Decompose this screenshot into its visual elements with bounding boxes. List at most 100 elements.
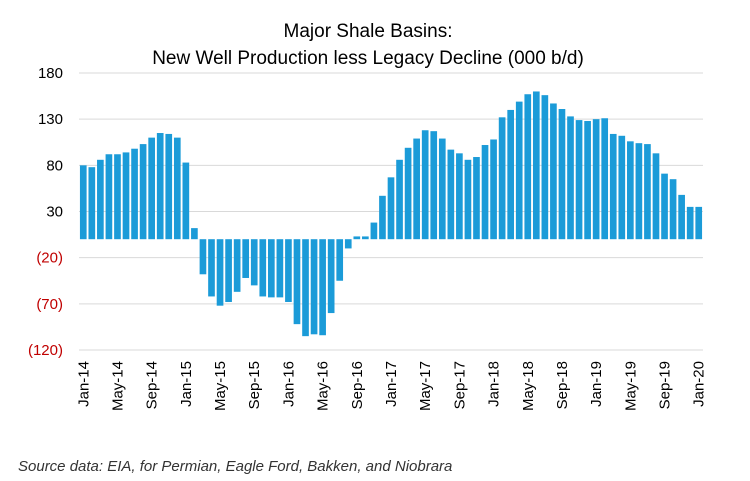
bar-nov-19	[678, 194, 685, 240]
x-tick-label: Sep-16	[349, 361, 366, 409]
bar-sep-16	[353, 236, 361, 240]
y-tick-label: 130	[38, 111, 63, 128]
bar-feb-15	[191, 228, 198, 240]
bar-jan-15	[182, 162, 190, 240]
bar-may-17	[421, 130, 429, 240]
x-tick-label: Sep-19	[657, 361, 674, 409]
bar-apr-15	[208, 239, 215, 297]
bar-dec-16	[379, 195, 386, 240]
bar-aug-18	[550, 103, 557, 240]
bar-aug-16	[344, 239, 352, 249]
x-tick-label: Jan-19	[588, 361, 605, 407]
y-tick-label: (70)	[36, 296, 63, 313]
bar-jun-19	[635, 143, 643, 240]
bar-feb-19	[601, 118, 609, 240]
bar-oct-14	[156, 133, 164, 240]
bar-mar-16	[302, 239, 309, 337]
x-tick-label: Sep-18	[554, 361, 571, 409]
x-tick-label: Jan-20	[691, 361, 708, 407]
bar-jan-16	[285, 239, 292, 302]
bar-apr-16	[310, 239, 318, 335]
bar-apr-18	[515, 101, 523, 240]
bar-dec-15	[276, 239, 284, 298]
y-tick-label: 30	[46, 204, 63, 221]
bar-jun-16	[327, 239, 335, 314]
y-tick-label: (120)	[28, 342, 63, 359]
x-tick-label: May-16	[315, 361, 332, 411]
y-tick-label: 80	[46, 157, 63, 174]
bar-apr-14	[105, 154, 113, 240]
x-tick-label: May-15	[212, 361, 229, 411]
bar-dec-14	[173, 137, 181, 240]
bar-may-14	[114, 154, 121, 240]
bar-nov-16	[370, 222, 378, 240]
bar-mar-15	[199, 239, 207, 275]
source-note: Source data: EIA, for Permian, Eagle For…	[18, 458, 452, 475]
bar-jul-15	[233, 239, 241, 292]
bar-jul-19	[644, 144, 651, 240]
y-tick-label: 180	[38, 65, 63, 82]
bar-oct-16	[362, 236, 369, 240]
bar-mar-19	[609, 133, 617, 240]
bar-jan-14	[79, 165, 87, 240]
bar-may-16	[319, 239, 326, 336]
bar-sep-14	[148, 137, 155, 240]
bar-dec-17	[481, 145, 489, 240]
bar-apr-19	[618, 135, 626, 240]
bar-aug-19	[652, 153, 660, 240]
bar-nov-15	[267, 239, 275, 298]
bar-jan-17	[387, 177, 395, 240]
chart-subtitle: New Well Production less Legacy Decline …	[152, 48, 584, 69]
bars	[79, 91, 703, 337]
bar-jun-15	[225, 239, 232, 302]
bar-may-15	[216, 239, 224, 306]
bar-feb-16	[293, 239, 301, 325]
bar-mar-17	[404, 147, 412, 240]
bar-jul-17	[438, 138, 446, 240]
bar-jun-14	[122, 152, 130, 240]
bar-oct-17	[464, 159, 472, 240]
x-tick-label: May-14	[109, 361, 126, 411]
bar-jun-18	[532, 91, 540, 240]
x-tick-label: May-18	[520, 361, 537, 411]
bar-feb-17	[396, 159, 403, 240]
x-tick-label: May-19	[622, 361, 639, 411]
bar-jul-18	[541, 95, 549, 240]
x-axis-ticks: Jan-14 May-14 Sep-14 Jan-15 May-15 Sep-15 Jan-…	[75, 361, 707, 411]
bar-dec-18	[584, 121, 591, 240]
bar-jan-20	[695, 206, 703, 240]
bar-dec-19	[686, 206, 694, 240]
x-tick-label: May-17	[417, 361, 434, 411]
chart-title: Major Shale Basins:	[284, 21, 453, 42]
bar-nov-18	[575, 120, 583, 240]
x-tick-label: Jan-14	[75, 361, 92, 407]
x-tick-label: Jan-15	[178, 361, 195, 407]
x-tick-label: Jan-17	[383, 361, 400, 407]
bar-may-18	[524, 94, 532, 240]
x-tick-label: Jan-18	[486, 361, 503, 407]
bar-aug-14	[139, 144, 147, 240]
bar-sep-18	[558, 109, 566, 240]
bar-nov-14	[165, 133, 173, 240]
bar-feb-18	[498, 117, 506, 240]
bar-nov-17	[473, 157, 480, 240]
x-tick-label: Sep-15	[246, 361, 263, 409]
bar-jul-16	[336, 239, 344, 281]
bar-jan-18	[490, 139, 497, 240]
bar-sep-17	[456, 153, 463, 240]
bar-sep-15	[250, 239, 258, 286]
bar-oct-15	[259, 239, 267, 297]
bar-jan-19	[592, 119, 600, 240]
bar-oct-19	[669, 179, 677, 240]
bar-apr-17	[413, 138, 420, 240]
bar-mar-18	[507, 109, 515, 240]
x-tick-label: Sep-14	[144, 361, 161, 409]
bar-aug-15	[242, 239, 250, 278]
x-tick-label: Jan-16	[280, 361, 297, 407]
bar-may-19	[627, 141, 634, 240]
bar-jun-17	[430, 131, 438, 240]
y-axis-ticks: 180 130 80 30 (20) (70) (120)	[28, 65, 63, 359]
bar-jul-14	[131, 148, 138, 240]
y-tick-label: (20)	[36, 250, 63, 267]
